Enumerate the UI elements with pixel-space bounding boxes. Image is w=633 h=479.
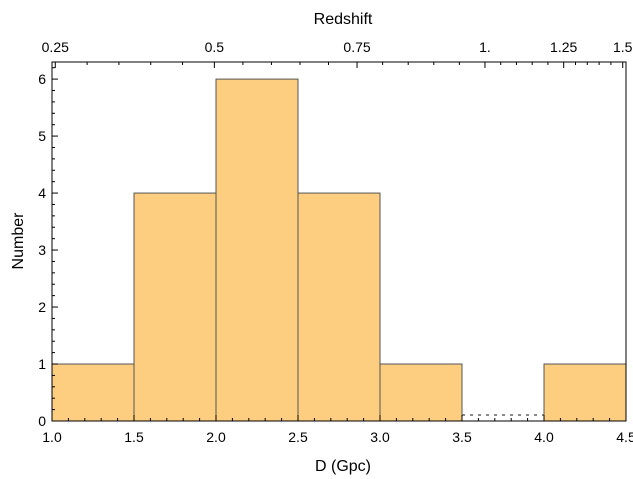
y-tick-label: 3 [38,242,46,258]
x-tick-label: 1.0 [42,429,62,445]
y-tick-label: 2 [38,299,46,315]
y-tick-label: 1 [38,356,46,372]
histogram-bar [379,363,463,422]
top-tick-label: 0.75 [343,39,370,55]
histogram-bar [543,363,627,422]
y-tick-label: 5 [38,128,46,144]
top-tick-label: 0.25 [42,39,69,55]
top-tick-label: 0.5 [205,39,225,55]
x-tick-label: 4.5 [616,429,633,445]
y-tick-label: 6 [38,71,46,87]
top-tick-label: 1.5 [613,39,633,55]
top-axis-title: Redshift [314,11,373,28]
x-axis-title: D (Gpc) [315,458,371,475]
bars-layer [51,78,627,422]
y-tick-label: 0 [38,413,46,429]
histogram-bar [297,192,381,422]
histogram-bar [215,78,299,422]
tick-labels-layer: 1.0 1.5 2.0 2.5 3.0 3.5 4.0 4.5 0 1 2 3 4 5 6 0.25 0.5 0.… [38,39,633,445]
x-tick-label: 2.0 [206,429,226,445]
y-tick-label: 4 [38,185,46,201]
ticks-layer [51,62,627,422]
x-tick-label: 3.0 [370,429,390,445]
x-tick-label: 4.0 [534,429,554,445]
histogram-bar [133,192,217,422]
top-tick-label: 1.25 [550,39,577,55]
histogram-bar [51,363,135,422]
x-tick-label: 2.5 [288,429,308,445]
top-tick-label: 1. [479,39,491,55]
y-axis-title: Number [10,212,27,270]
x-tick-label: 1.5 [124,429,144,445]
plot-frame [51,61,627,422]
x-tick-label: 3.5 [452,429,472,445]
